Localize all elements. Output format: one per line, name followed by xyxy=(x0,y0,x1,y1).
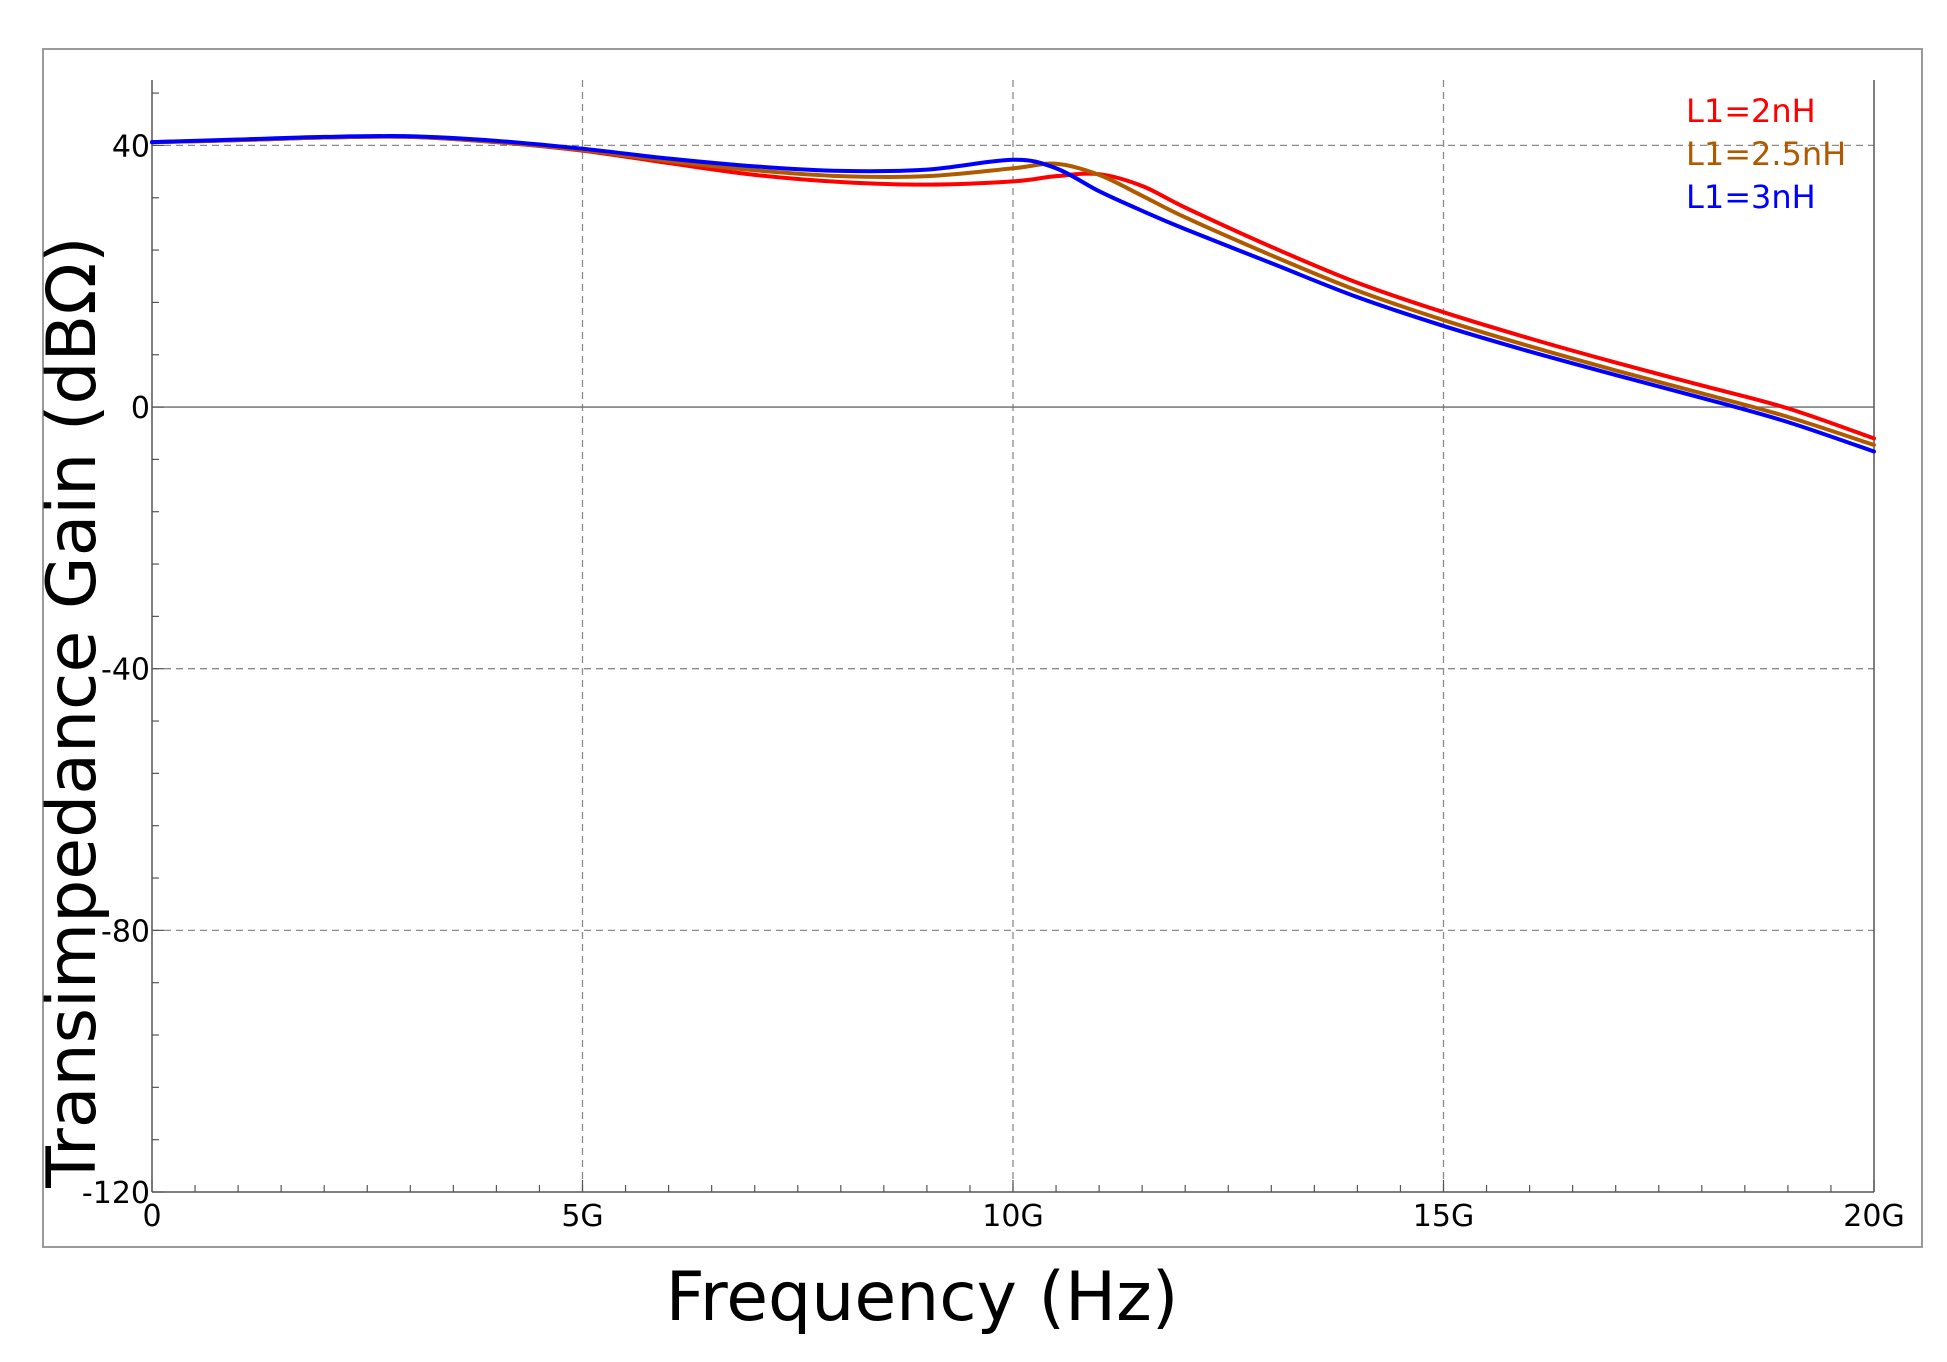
x-tick-label: 0 xyxy=(142,1199,161,1234)
grid xyxy=(152,80,1874,1192)
legend-entry-2: L1=2.5nH xyxy=(1686,135,1846,173)
y-axis-title: Transimpedance Gain (dBΩ) xyxy=(33,236,112,1188)
x-tick-label: 5G xyxy=(561,1199,603,1234)
x-tick-label: 15G xyxy=(1413,1199,1474,1234)
legend-entry-3: L1=3nH xyxy=(1686,178,1816,216)
series-lines xyxy=(150,134,1876,454)
chart-frame xyxy=(42,48,1923,1248)
tick-labels: 0 5G 10G 15G 20G 40 0 -40 -80 -120 xyxy=(82,129,1905,1234)
x-tick-label: 10G xyxy=(982,1199,1043,1234)
y-tick-label: -80 xyxy=(101,914,150,949)
axes xyxy=(151,80,1875,1193)
legend: L1=2nH L1=2.5nH L1=3nH xyxy=(1686,92,1846,216)
y-tick-label: -40 xyxy=(101,653,150,688)
x-tick-label: 20G xyxy=(1843,1199,1904,1234)
y-tick-label: -120 xyxy=(82,1176,150,1211)
y-tick-label: 0 xyxy=(131,391,150,426)
y-tick-label: 40 xyxy=(112,129,150,164)
series-line-3 xyxy=(150,134,1876,454)
legend-entry-1: L1=2nH xyxy=(1686,92,1816,130)
x-axis-title: Frequency (Hz) xyxy=(666,1258,1179,1337)
